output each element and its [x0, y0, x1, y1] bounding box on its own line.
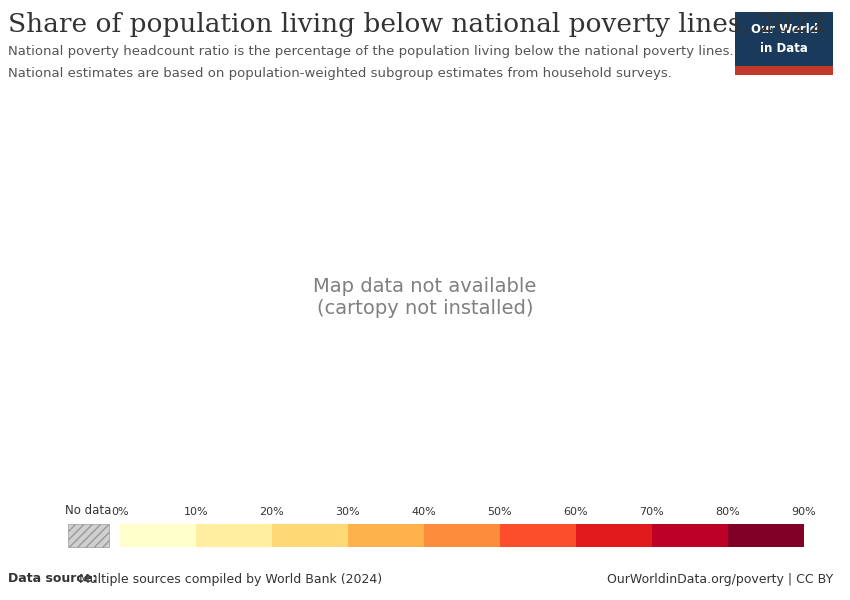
Bar — [728, 524, 804, 547]
Bar — [735, 65, 833, 75]
Bar — [68, 524, 109, 547]
Bar — [500, 524, 575, 547]
Text: Our World: Our World — [751, 23, 818, 36]
Bar — [120, 524, 196, 547]
Text: Multiple sources compiled by World Bank (2024): Multiple sources compiled by World Bank … — [79, 572, 382, 586]
Text: National poverty headcount ratio is the percentage of the population living belo: National poverty headcount ratio is the … — [8, 45, 734, 58]
Bar — [652, 524, 728, 547]
Text: 50%: 50% — [487, 506, 512, 517]
Text: 20%: 20% — [259, 506, 284, 517]
Text: 0%: 0% — [111, 506, 128, 517]
Text: 40%: 40% — [411, 506, 436, 517]
Text: 10%: 10% — [184, 506, 208, 517]
Text: 90%: 90% — [791, 506, 816, 517]
Bar — [348, 524, 424, 547]
Text: 30%: 30% — [336, 506, 360, 517]
Text: in Data: in Data — [760, 42, 808, 55]
Text: Map data not available
(cartopy not installed): Map data not available (cartopy not inst… — [314, 277, 536, 317]
Bar — [735, 12, 833, 65]
Text: National estimates are based on population-weighted subgroup estimates from hous: National estimates are based on populati… — [8, 67, 672, 80]
Text: No data: No data — [65, 503, 111, 517]
Text: OurWorldinData.org/poverty | CC BY: OurWorldinData.org/poverty | CC BY — [607, 572, 833, 586]
Bar — [272, 524, 348, 547]
Text: 80%: 80% — [716, 506, 740, 517]
Text: 60%: 60% — [564, 506, 588, 517]
Bar — [575, 524, 652, 547]
Text: Data source:: Data source: — [8, 572, 98, 586]
Text: Share of population living below national poverty lines, 2022: Share of population living below nationa… — [8, 12, 826, 37]
Bar — [424, 524, 500, 547]
Bar — [196, 524, 272, 547]
Text: 70%: 70% — [639, 506, 664, 517]
